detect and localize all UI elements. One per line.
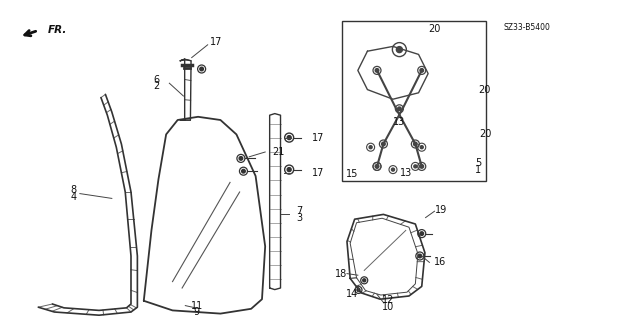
Circle shape	[420, 164, 424, 168]
Text: 5: 5	[475, 158, 481, 168]
Text: 7: 7	[296, 206, 302, 216]
Text: 6: 6	[153, 75, 160, 85]
Text: 16: 16	[433, 257, 446, 268]
Text: SZ33-B5400: SZ33-B5400	[504, 23, 551, 32]
Circle shape	[420, 146, 423, 149]
Circle shape	[381, 142, 385, 146]
Text: 4: 4	[70, 192, 77, 202]
Text: 3: 3	[296, 212, 302, 223]
Text: 19: 19	[435, 204, 447, 215]
Circle shape	[376, 165, 378, 168]
Circle shape	[287, 168, 291, 172]
Text: 18: 18	[334, 268, 347, 279]
Bar	[342, 21, 486, 181]
Circle shape	[418, 254, 422, 258]
Circle shape	[397, 107, 401, 111]
Circle shape	[363, 279, 366, 282]
Circle shape	[413, 142, 417, 146]
Circle shape	[420, 232, 424, 236]
Text: 13: 13	[399, 168, 412, 178]
Text: FR.: FR.	[48, 25, 67, 36]
Circle shape	[396, 47, 403, 52]
Circle shape	[369, 146, 372, 149]
Circle shape	[287, 136, 291, 140]
Text: 20: 20	[479, 129, 492, 140]
Circle shape	[375, 164, 379, 168]
Text: 9: 9	[194, 307, 200, 317]
Text: 17: 17	[312, 132, 325, 143]
Text: 17: 17	[312, 168, 325, 178]
Text: 17: 17	[210, 36, 222, 47]
Text: 15: 15	[346, 169, 358, 180]
Text: 20: 20	[478, 84, 491, 95]
Circle shape	[375, 68, 379, 72]
Text: 2: 2	[153, 81, 160, 92]
Circle shape	[392, 168, 394, 171]
Circle shape	[357, 288, 360, 292]
Text: 10: 10	[382, 301, 395, 312]
Circle shape	[239, 156, 243, 160]
Text: 1: 1	[475, 164, 481, 175]
Text: 13: 13	[393, 116, 406, 127]
Text: 20: 20	[428, 24, 441, 34]
Text: 14: 14	[346, 289, 358, 300]
Circle shape	[200, 67, 203, 71]
Text: 11: 11	[190, 300, 203, 311]
Text: 12: 12	[382, 295, 395, 305]
Text: 8: 8	[70, 185, 77, 196]
Circle shape	[242, 169, 245, 173]
Circle shape	[420, 68, 424, 72]
Circle shape	[414, 165, 417, 168]
Text: 21: 21	[272, 147, 284, 157]
